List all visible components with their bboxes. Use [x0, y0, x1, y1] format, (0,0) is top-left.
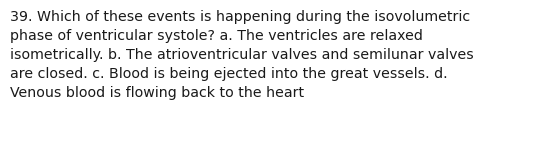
Text: 39. Which of these events is happening during the isovolumetric
phase of ventric: 39. Which of these events is happening d… [10, 10, 474, 100]
